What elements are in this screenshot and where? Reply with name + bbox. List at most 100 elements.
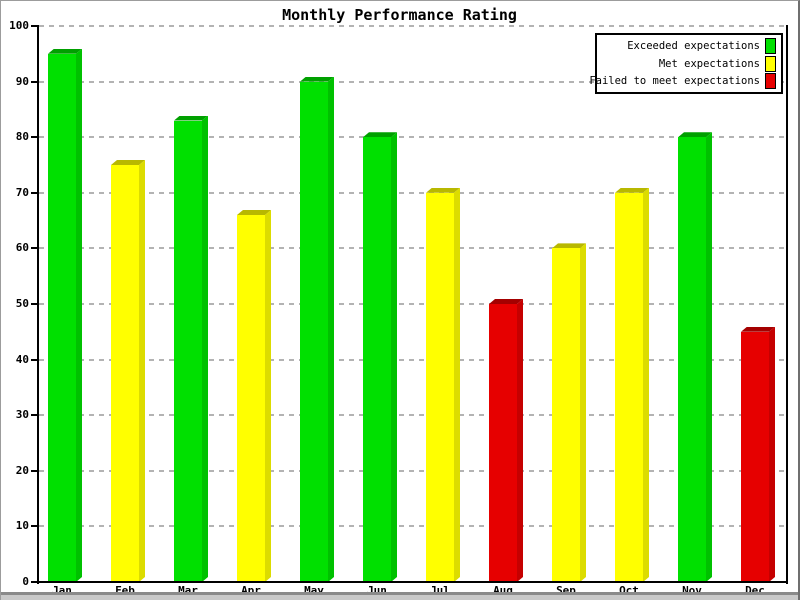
y-tick-label-0: 0 bbox=[22, 575, 29, 588]
plot-right-border bbox=[786, 25, 788, 584]
bar-front-face bbox=[741, 331, 769, 582]
bar-oct bbox=[615, 187, 649, 582]
x-tick-label-oct: Oct bbox=[619, 584, 639, 597]
bar-front-face bbox=[489, 304, 517, 582]
bar-top-face bbox=[741, 326, 775, 332]
bar-top-face bbox=[48, 48, 82, 54]
bar-top-face bbox=[111, 160, 145, 165]
bar-side-face bbox=[517, 299, 523, 582]
bar-mar bbox=[174, 115, 208, 582]
y-tick-label-90: 90 bbox=[15, 74, 29, 88]
gridline-70 bbox=[39, 191, 786, 194]
bar-side-face bbox=[706, 132, 712, 582]
y-tick-70 bbox=[31, 191, 39, 194]
y-tick-label-20: 20 bbox=[15, 463, 29, 477]
legend-label-met: Met expectations bbox=[658, 57, 760, 70]
y-tick-label-10: 10 bbox=[15, 519, 29, 533]
gridline-80 bbox=[39, 136, 786, 139]
legend-label-failed: Failed to meet expectations bbox=[589, 75, 760, 88]
bar-top-face bbox=[363, 132, 397, 138]
bar-side-face bbox=[265, 210, 271, 582]
x-tick-label-jul: Jul bbox=[430, 584, 450, 597]
gridline-60 bbox=[39, 247, 786, 250]
bar-front-face bbox=[237, 215, 265, 582]
x-tick-label-apr: Apr bbox=[241, 584, 261, 597]
x-tick-label-mar: Mar bbox=[178, 584, 198, 597]
bar-jul bbox=[426, 187, 460, 582]
bar-jun bbox=[363, 132, 397, 582]
legend-item-met: Met expectations bbox=[601, 55, 776, 73]
bar-top-face bbox=[174, 115, 208, 121]
bar-apr bbox=[237, 210, 271, 582]
bar-side-face bbox=[76, 48, 82, 582]
x-tick-label-dec: Dec bbox=[745, 584, 765, 597]
bar-front-face bbox=[426, 192, 454, 582]
bar-top-face bbox=[552, 243, 586, 249]
y-tick-label-40: 40 bbox=[15, 352, 29, 366]
x-tick-label-jan: Jan bbox=[52, 584, 72, 597]
gridline-100 bbox=[39, 25, 786, 27]
legend-label-exceeded: Exceeded expectations bbox=[627, 39, 760, 52]
x-tick-label-sep: Sep bbox=[556, 584, 576, 597]
y-tick-50 bbox=[31, 303, 39, 305]
bar-side-face bbox=[580, 243, 586, 582]
bar-front-face bbox=[552, 248, 580, 582]
x-tick-label-may: May bbox=[304, 584, 324, 597]
legend: Exceeded expectations Met expectations F… bbox=[589, 33, 783, 94]
x-tick-label-jun: Jun bbox=[367, 584, 387, 597]
bar-side-face bbox=[202, 115, 208, 582]
bar-top-face bbox=[489, 299, 523, 304]
bar-feb bbox=[111, 160, 145, 582]
bar-front-face bbox=[300, 81, 328, 582]
legend-swatch-yellow bbox=[765, 55, 776, 72]
x-tick-label-aug: Aug bbox=[493, 584, 513, 597]
y-tick-60 bbox=[31, 247, 39, 250]
bar-nov bbox=[678, 132, 712, 582]
bar-sep bbox=[552, 243, 586, 582]
y-tick-100 bbox=[31, 25, 39, 27]
bar-dec bbox=[741, 326, 775, 582]
y-tick-label-70: 70 bbox=[15, 185, 29, 199]
y-tick-label-50: 50 bbox=[15, 297, 29, 310]
y-tick-label-100: 100 bbox=[9, 19, 29, 32]
x-tick-label-nov: Nov bbox=[682, 584, 702, 597]
y-tick-label-80: 80 bbox=[15, 130, 29, 144]
y-tick-90 bbox=[31, 80, 39, 83]
bar-front-face bbox=[615, 192, 643, 582]
y-tick-20 bbox=[31, 469, 39, 472]
y-tick-label-30: 30 bbox=[15, 408, 29, 422]
bar-top-face bbox=[615, 187, 649, 193]
bar-aug bbox=[489, 299, 523, 582]
bar-top-face bbox=[426, 187, 460, 193]
bar-front-face bbox=[678, 137, 706, 582]
y-tick-30 bbox=[31, 414, 39, 417]
legend-swatch-green bbox=[765, 37, 776, 54]
y-tick-80 bbox=[31, 136, 39, 139]
bar-front-face bbox=[174, 120, 202, 582]
y-tick-40 bbox=[31, 358, 39, 361]
bar-jan bbox=[48, 48, 82, 582]
chart-title: Monthly Performance Rating bbox=[282, 6, 517, 24]
legend-item-failed: Failed to meet expectations bbox=[589, 72, 776, 90]
legend-swatch-red bbox=[765, 73, 776, 90]
bar-side-face bbox=[769, 326, 775, 582]
bar-top-face bbox=[237, 210, 271, 215]
gridline-50 bbox=[39, 303, 786, 305]
bar-side-face bbox=[454, 187, 460, 582]
legend-item-exceeded: Exceeded expectations bbox=[601, 37, 776, 55]
bar-side-face bbox=[139, 160, 145, 582]
bar-side-face bbox=[391, 132, 397, 582]
gridline-10 bbox=[39, 525, 786, 528]
gridline-20 bbox=[39, 469, 786, 472]
bar-front-face bbox=[111, 165, 139, 582]
bar-front-face bbox=[363, 137, 391, 582]
bar-may bbox=[300, 76, 334, 582]
y-tick-10 bbox=[31, 525, 39, 528]
bar-top-face bbox=[300, 76, 334, 82]
y-axis-line bbox=[37, 25, 39, 584]
bar-front-face bbox=[48, 53, 76, 582]
x-axis-line bbox=[37, 581, 788, 583]
frame-bottom-shadow bbox=[1, 592, 798, 600]
y-tick-0 bbox=[31, 581, 39, 583]
